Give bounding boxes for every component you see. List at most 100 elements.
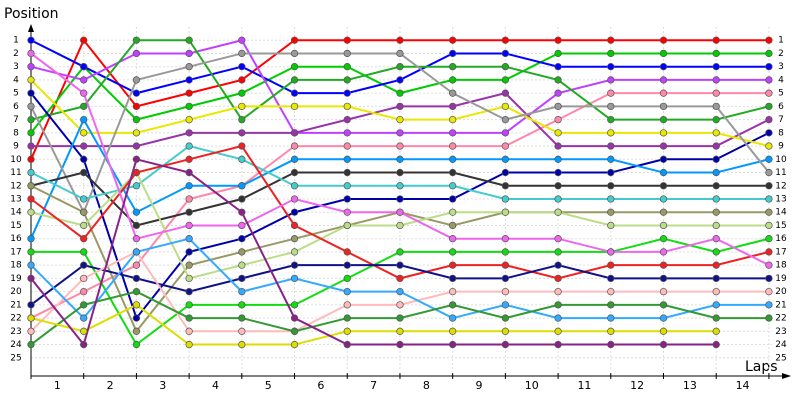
point — [554, 195, 562, 203]
point — [132, 221, 141, 230]
point — [449, 142, 457, 150]
point — [554, 115, 562, 124]
point — [607, 155, 615, 163]
y-tick-label-right: 10 — [775, 155, 787, 165]
point — [659, 49, 668, 58]
point — [554, 155, 562, 163]
point — [607, 102, 615, 111]
point — [396, 195, 404, 203]
point — [185, 248, 193, 256]
point — [185, 221, 193, 230]
point — [132, 261, 141, 269]
y-tick-label: 17 — [10, 247, 21, 257]
point — [659, 287, 668, 296]
point — [765, 89, 773, 97]
point — [27, 274, 35, 283]
point — [343, 221, 351, 230]
point — [185, 76, 193, 84]
point — [449, 182, 457, 190]
point — [659, 340, 668, 349]
point — [449, 208, 457, 216]
point — [80, 102, 88, 111]
x-tick-label: 11 — [577, 379, 591, 392]
point — [449, 301, 457, 309]
point — [238, 49, 246, 58]
point — [501, 129, 510, 137]
point — [449, 340, 457, 349]
y-tick-label: 24 — [10, 340, 22, 350]
point — [185, 235, 193, 243]
point — [343, 261, 351, 269]
point — [501, 168, 510, 177]
point — [396, 274, 404, 283]
point — [712, 327, 720, 335]
point — [765, 115, 773, 124]
point — [501, 235, 510, 243]
y-tick-label: 18 — [10, 261, 22, 271]
point — [659, 142, 668, 150]
point — [27, 248, 35, 256]
point — [607, 49, 615, 58]
point — [607, 76, 615, 84]
y-tick-label: 21 — [10, 300, 21, 310]
point — [132, 314, 141, 322]
point — [607, 168, 615, 177]
point — [712, 248, 720, 256]
point — [659, 235, 668, 243]
point — [290, 102, 299, 111]
point — [501, 327, 510, 335]
point — [290, 129, 299, 137]
point — [396, 287, 404, 296]
point — [659, 195, 668, 203]
point — [396, 340, 404, 349]
point — [80, 115, 88, 124]
point — [185, 63, 193, 71]
point — [238, 221, 246, 230]
point — [290, 235, 299, 243]
y-tick-label: 7 — [13, 115, 19, 125]
point — [132, 248, 141, 256]
point — [80, 155, 88, 163]
y-tick-label-right: 3 — [778, 62, 784, 72]
point — [238, 182, 246, 190]
point — [765, 155, 773, 163]
point — [501, 63, 510, 71]
y-tick-label: 5 — [13, 89, 19, 99]
y-tick-label: 10 — [10, 155, 22, 165]
series-line — [30, 158, 717, 347]
point — [659, 89, 668, 97]
point — [659, 301, 668, 309]
y-tick-label-right: 18 — [775, 261, 787, 271]
point — [712, 102, 720, 111]
point — [501, 102, 510, 111]
point — [396, 208, 404, 216]
point — [238, 76, 246, 84]
point — [501, 115, 510, 124]
point — [80, 168, 88, 177]
y-tick-label-right: 20 — [775, 287, 787, 297]
point — [449, 261, 457, 269]
y-tick-label-right: 8 — [778, 128, 784, 138]
point — [238, 129, 246, 137]
y-tick-label-right: 5 — [778, 89, 784, 99]
point — [396, 182, 404, 190]
y-tick-label-right: 1 — [778, 36, 784, 46]
point — [765, 182, 773, 190]
point — [80, 221, 88, 230]
point — [290, 89, 299, 97]
point — [449, 129, 457, 137]
point — [343, 76, 351, 84]
point — [396, 49, 404, 58]
x-tick-label: 10 — [525, 379, 539, 392]
point — [238, 115, 246, 124]
point — [396, 76, 404, 84]
point — [185, 301, 193, 309]
x-tick-label: 3 — [159, 379, 166, 392]
point — [80, 301, 88, 309]
point — [27, 115, 35, 124]
point — [449, 115, 457, 124]
point — [449, 274, 457, 283]
point — [343, 208, 351, 216]
y-tick-label-right: 15 — [775, 221, 786, 231]
